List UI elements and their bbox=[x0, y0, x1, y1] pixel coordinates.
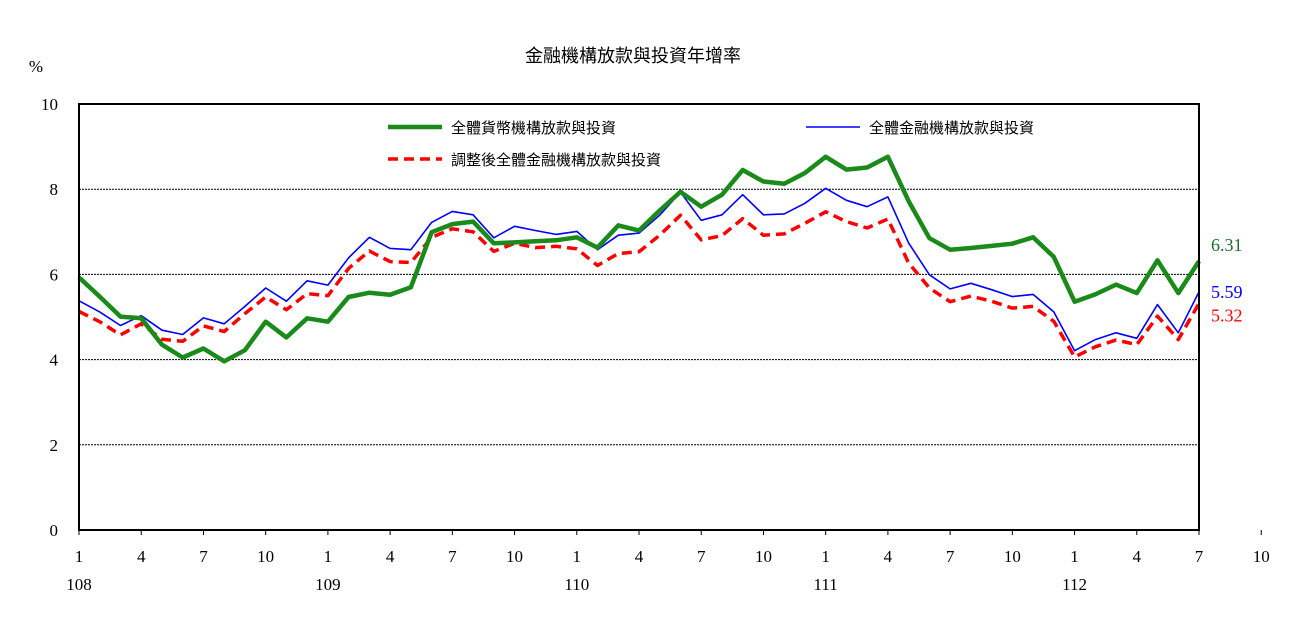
y-axis-ticks: 0 2 4 6 8 10 bbox=[41, 95, 59, 540]
legend-label-0: 全體貨幣機構放款與投資 bbox=[451, 119, 616, 137]
x-tick-label-month-17: 4 bbox=[1133, 547, 1142, 566]
y-tick-label-2: 2 bbox=[50, 436, 59, 455]
x-tick-label-year-110: 110 bbox=[564, 575, 589, 594]
y-tick-label-4: 4 bbox=[50, 351, 59, 370]
x-tick-label-month-4: 1 bbox=[324, 547, 333, 566]
x-tick-label-month-12: 1 bbox=[821, 547, 830, 566]
x-tick-label-month-14: 7 bbox=[946, 547, 955, 566]
gridlines bbox=[79, 188, 1199, 446]
y-tick-label-6: 6 bbox=[50, 265, 59, 284]
y-tick-label-0: 0 bbox=[50, 521, 59, 540]
x-tick-label-month-2: 7 bbox=[199, 547, 208, 566]
chart-title: 金融機構放款與投資年增率 bbox=[525, 46, 741, 67]
end-label-2: 5.32 bbox=[1211, 305, 1243, 325]
x-tick-label-month-0: 1 bbox=[75, 547, 84, 566]
x-tick-label-month-11: 10 bbox=[755, 547, 772, 566]
x-tick-label-month-3: 10 bbox=[257, 547, 274, 566]
end-label-1: 5.59 bbox=[1211, 282, 1243, 302]
y-tick-label-8: 8 bbox=[50, 180, 59, 199]
end-label-0: 6.31 bbox=[1211, 235, 1243, 255]
x-tick-label-month-7: 10 bbox=[506, 547, 523, 566]
series-line-0 bbox=[77, 154, 1201, 364]
x-tick-label-month-5: 4 bbox=[386, 547, 395, 566]
x-tick-label-year-111: 111 bbox=[814, 575, 838, 594]
x-tick-label-month-1: 4 bbox=[137, 547, 146, 566]
x-tick-label-month-18: 7 bbox=[1195, 547, 1204, 566]
x-tick-label-year-112: 112 bbox=[1062, 575, 1087, 594]
series-lines bbox=[77, 154, 1201, 364]
end-value-labels: 6.31 5.59 5.32 bbox=[1211, 235, 1243, 325]
x-axis-ticks: 1471014710147101471014710147108109110111… bbox=[66, 530, 1270, 594]
x-tick-label-month-15: 10 bbox=[1004, 547, 1021, 566]
x-tick-label-month-9: 4 bbox=[635, 547, 644, 566]
series-line-1 bbox=[78, 187, 1200, 352]
y-tick-label-10: 10 bbox=[41, 95, 58, 114]
x-tick-label-month-19: 10 bbox=[1253, 547, 1270, 566]
x-tick-label-month-6: 7 bbox=[448, 547, 457, 566]
x-tick-label-year-109: 109 bbox=[315, 575, 341, 594]
plot-frame bbox=[78, 103, 1200, 531]
x-tick-label-month-8: 1 bbox=[573, 547, 582, 566]
legend-label-2: 調整後全體金融機構放款與投資 bbox=[451, 151, 661, 169]
x-tick-label-month-16: 1 bbox=[1070, 547, 1079, 566]
x-tick-label-month-13: 4 bbox=[884, 547, 893, 566]
y-axis-unit-label: % bbox=[29, 57, 43, 76]
x-tick-label-year-108: 108 bbox=[66, 575, 92, 594]
series-line-2 bbox=[78, 210, 1201, 359]
x-tick-label-month-10: 7 bbox=[697, 547, 706, 566]
legend-label-1: 全體金融機構放款與投資 bbox=[869, 119, 1034, 137]
